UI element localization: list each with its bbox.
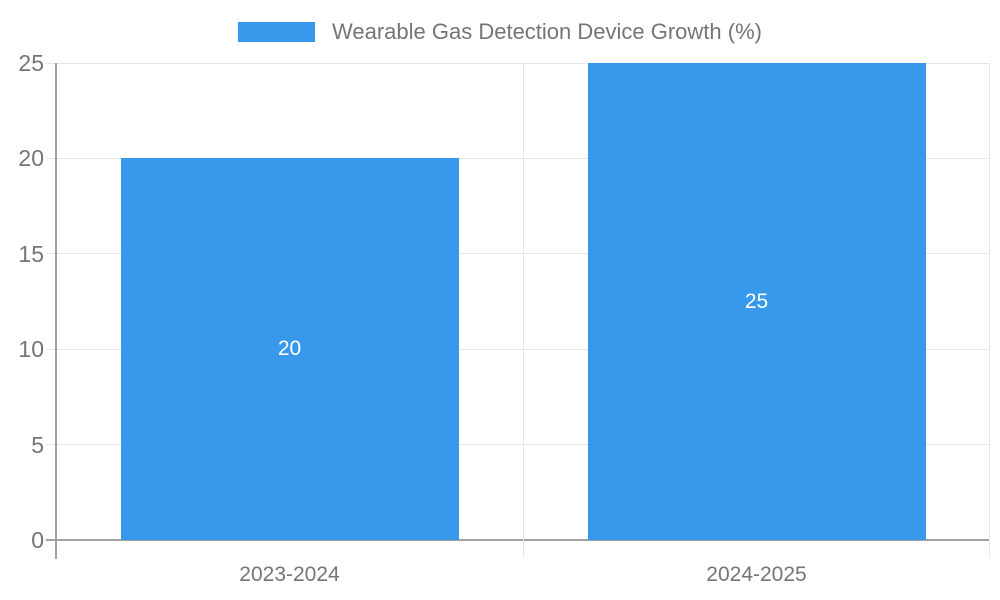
- legend-label: Wearable Gas Detection Device Growth (%): [332, 19, 762, 44]
- bar-2023-2024: [120, 158, 459, 540]
- y-tick-0: [46, 539, 56, 541]
- y-tick-label-5: 5: [31, 431, 44, 458]
- y-axis-line: [55, 63, 57, 559]
- y-tick-25: [46, 62, 56, 64]
- x-tick-label-2023-2024: 2023-2024: [239, 563, 340, 586]
- y-tick-label-25: 25: [18, 50, 44, 76]
- y-tick-label-15: 15: [18, 240, 44, 267]
- legend-swatch: [238, 22, 315, 42]
- y-tick-15: [46, 253, 56, 255]
- y-tick-label-0: 0: [31, 527, 44, 553]
- y-tick-10: [46, 348, 56, 350]
- x-tick-label-2024-2025: 2024-2025: [706, 563, 807, 586]
- plot-right-border: [989, 63, 990, 558]
- legend: Wearable Gas Detection Device Growth (%): [0, 19, 1000, 45]
- bar-2024-2025: [587, 63, 926, 540]
- category-gridline-1: [523, 63, 524, 558]
- y-tick-20: [46, 157, 56, 159]
- y-tick-label-10: 10: [18, 336, 44, 363]
- y-tick-5: [46, 444, 56, 446]
- bar-value-label-2023-2024: 20: [277, 337, 302, 361]
- bar-value-label-2024-2025: 25: [744, 289, 769, 313]
- y-tick-label-20: 20: [18, 145, 44, 172]
